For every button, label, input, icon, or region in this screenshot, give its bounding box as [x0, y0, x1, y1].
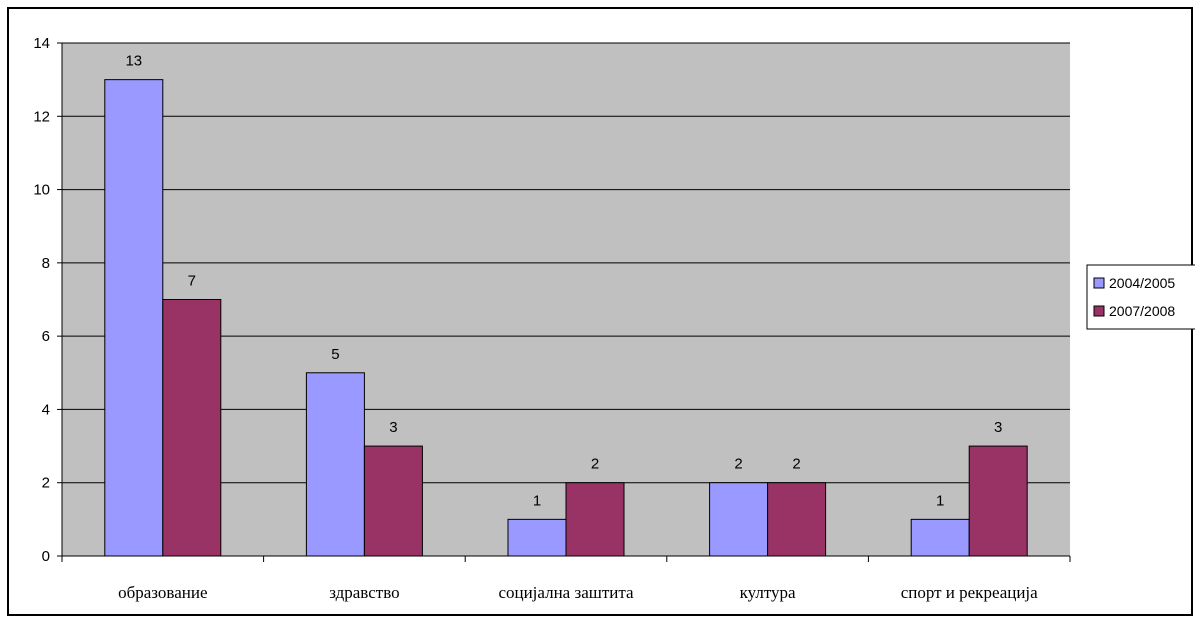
bar — [507, 518, 567, 557]
data-label: 1 — [533, 492, 541, 509]
data-label: 7 — [188, 273, 196, 290]
y-tick-label: 8 — [42, 255, 50, 272]
x-category-label: социјална заштита — [498, 583, 634, 602]
x-category-label: здравство — [329, 583, 399, 602]
bar — [910, 518, 970, 557]
legend: 2004/2005 2007/2008 — [1086, 264, 1195, 330]
y-tick-label: 14 — [33, 35, 50, 52]
bar — [305, 372, 365, 557]
data-label: 5 — [331, 346, 339, 363]
legend-box — [1086, 264, 1195, 330]
y-tick-label: 6 — [42, 328, 50, 345]
gridlines — [62, 42, 1070, 484]
x-category-label: спорт и рекреација — [901, 583, 1038, 602]
data-label: 2 — [734, 456, 742, 473]
y-tick-label: 10 — [33, 182, 50, 199]
bar — [104, 79, 164, 557]
y-tick-label: 0 — [42, 548, 50, 565]
data-label: 13 — [125, 53, 142, 70]
bar — [968, 445, 1028, 557]
y-tick-label: 12 — [33, 108, 50, 125]
data-label: 1 — [936, 492, 944, 509]
y-tick-label: 4 — [42, 401, 50, 418]
plot-area — [62, 43, 1070, 556]
bar — [162, 299, 222, 557]
bar — [363, 445, 423, 557]
y-tick-label: 2 — [42, 475, 50, 492]
bar — [767, 482, 827, 557]
legend-label: 2004/2005 — [1109, 275, 1175, 291]
data-label: 3 — [994, 419, 1002, 436]
x-category-label: образование — [118, 583, 207, 602]
bar — [565, 482, 625, 557]
data-label: 3 — [389, 419, 397, 436]
legend-swatch — [1093, 305, 1105, 317]
legend-swatch — [1093, 277, 1105, 289]
data-label: 2 — [792, 456, 800, 473]
bar — [709, 482, 769, 557]
x-category-label: култура — [740, 583, 796, 602]
legend-label: 2007/2008 — [1109, 303, 1175, 319]
data-label: 2 — [591, 456, 599, 473]
